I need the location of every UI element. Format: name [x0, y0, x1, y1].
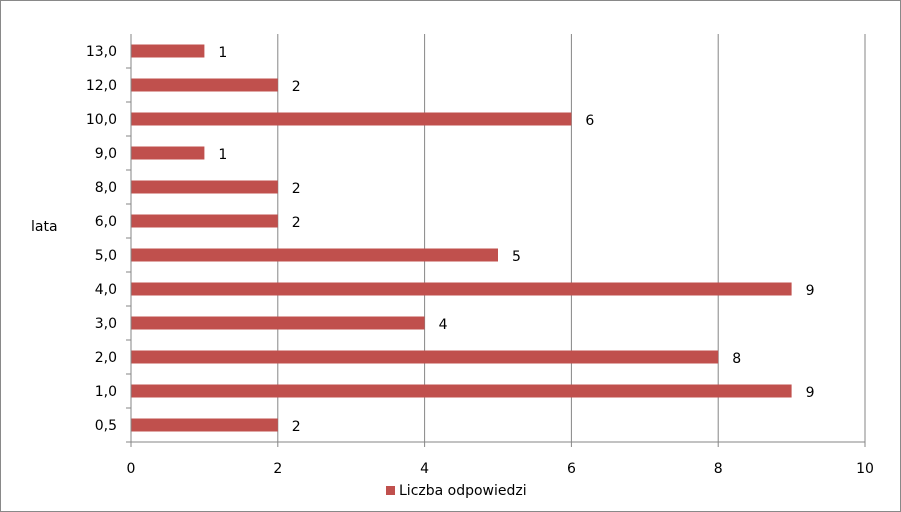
bar [131, 282, 792, 296]
bar [131, 78, 278, 92]
y-tick-label: 9,0 [95, 146, 117, 162]
bar [131, 248, 498, 262]
data-label: 9 [806, 385, 815, 401]
legend-label: Liczba odpowiedzi [399, 483, 527, 499]
legend-swatch [386, 486, 395, 495]
data-label: 2 [292, 215, 301, 231]
x-tick-label: 4 [420, 461, 429, 477]
x-tick-label: 0 [127, 461, 136, 477]
bar [131, 146, 205, 160]
bar [131, 44, 205, 58]
y-tick-label: 8,0 [95, 180, 117, 196]
y-tick-label: 3,0 [95, 316, 117, 332]
y-tick-label: 5,0 [95, 248, 117, 264]
data-label: 9 [806, 283, 815, 299]
y-tick-label: 0,5 [95, 418, 117, 434]
data-label: 6 [585, 113, 594, 129]
bar [131, 180, 278, 194]
y-tick-label: 10,0 [86, 112, 117, 128]
axes [126, 34, 866, 447]
bar [131, 350, 719, 364]
data-label: 2 [292, 419, 301, 435]
gridlines [277, 34, 866, 442]
y-tick-label: 12,0 [86, 78, 117, 94]
y-tick-label: 4,0 [95, 282, 117, 298]
x-tick-label: 10 [856, 461, 874, 477]
y-axis-title: lata [31, 219, 58, 235]
data-label: 5 [512, 249, 521, 265]
bar [131, 316, 425, 330]
data-label: 1 [218, 147, 227, 163]
y-tick-label: 13,0 [86, 44, 117, 60]
bar [131, 418, 278, 432]
x-tick-label: 6 [567, 461, 576, 477]
y-tick-label: 2,0 [95, 350, 117, 366]
data-label: 4 [439, 317, 448, 333]
bar [131, 214, 278, 228]
y-tick-label: 6,0 [95, 214, 117, 230]
bar [131, 384, 792, 398]
y-tick-label: 1,0 [95, 384, 117, 400]
x-tick-label: 8 [714, 461, 723, 477]
x-tick-label: 2 [273, 461, 282, 477]
data-label: 2 [292, 181, 301, 197]
data-label: 1 [218, 45, 227, 61]
legend: Liczba odpowiedzi [386, 483, 527, 499]
data-label: 8 [732, 351, 741, 367]
data-label: 2 [292, 79, 301, 95]
bars [131, 44, 792, 432]
bar [131, 112, 572, 126]
labels: 0 2 4 6 8 10 0,5 2 1,0 9 2,0 8 3,0 4 4,0 9 5,0 5 6,0 2 8,0 2 9… [86, 44, 874, 477]
